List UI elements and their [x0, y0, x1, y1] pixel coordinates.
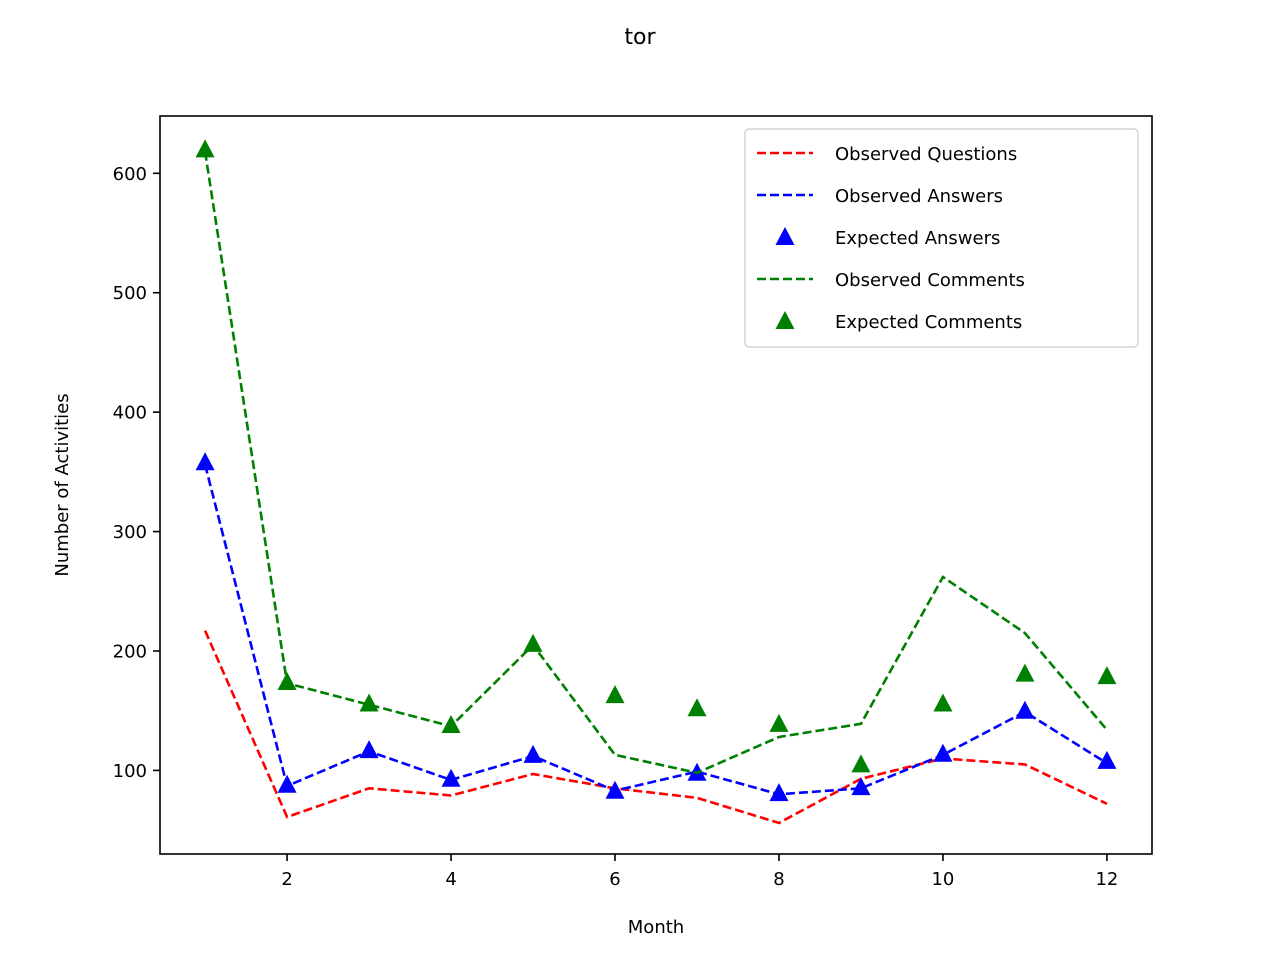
legend-label-observed-questions: Observed Questions: [835, 144, 1017, 165]
data-point-expected-answers: [769, 783, 789, 802]
y-tick-label: 600: [113, 164, 147, 185]
x-tick-label: 8: [773, 869, 784, 890]
chart-title: tor: [624, 25, 656, 50]
data-point-expected-answers: [851, 777, 871, 796]
data-point-expected-comments: [441, 715, 461, 734]
data-point-expected-comments: [769, 713, 789, 732]
plot-area: [195, 139, 1117, 825]
x-tick-label: 10: [931, 869, 954, 890]
legend-label-observed-comments: Observed Comments: [835, 270, 1025, 291]
legend-label-observed-answers: Observed Answers: [835, 186, 1003, 207]
legend: Observed Questions Observed Answers Expect…: [744, 128, 1139, 348]
data-point-expected-answers: [1097, 750, 1117, 769]
series-line-observed-answers: [203, 464, 1108, 796]
legend-box: [744, 128, 1139, 348]
data-point-expected-comments: [195, 139, 215, 158]
legend-label-expected-answers: Expected Answers: [835, 228, 1000, 249]
x-tick-label: 2: [281, 869, 292, 890]
data-point-expected-comments: [523, 633, 543, 652]
data-point-expected-comments: [687, 698, 707, 717]
data-point-expected-answers: [195, 452, 215, 471]
series-line-observed-questions: [203, 630, 1108, 825]
data-point-expected-answers: [933, 743, 953, 762]
legend-swatch-expected-answers: [775, 227, 795, 245]
data-point-expected-answers: [359, 740, 379, 759]
plot-frame: [159, 115, 1153, 855]
axes: 2 4 6 8 10 12 100 200 300 400 500 600: [113, 115, 1153, 890]
data-point-expected-answers: [441, 768, 461, 787]
x-tick-label: 6: [609, 869, 620, 890]
plot-clip-group: [195, 139, 1117, 825]
data-point-expected-comments: [605, 685, 625, 704]
data-point-expected-comments: [1015, 663, 1035, 682]
legend-swatch-expected-comments: [775, 311, 795, 329]
data-point-expected-comments: [851, 754, 871, 773]
y-tick-label: 100: [113, 761, 147, 782]
data-point-expected-comments: [359, 693, 379, 712]
y-tick-label: 500: [113, 283, 147, 304]
data-point-expected-comments: [1097, 666, 1117, 685]
x-tick-label: 12: [1095, 869, 1118, 890]
series-line-observed-comments: [203, 151, 1108, 775]
data-point-expected-answers: [1015, 700, 1035, 719]
y-tick-label: 400: [113, 403, 147, 424]
data-point-expected-answers: [605, 780, 625, 799]
y-axis-label: Number of Activities: [52, 393, 73, 576]
y-tick-label: 200: [113, 641, 147, 662]
x-axis-label: Month: [628, 917, 684, 938]
legend-label-expected-comments: Expected Comments: [835, 312, 1022, 333]
y-tick-label: 300: [113, 522, 147, 543]
data-point-expected-answers: [523, 744, 543, 763]
data-point-expected-comments: [277, 672, 297, 691]
data-point-expected-comments: [933, 693, 953, 712]
data-point-expected-answers: [277, 774, 297, 793]
x-tick-label: 4: [445, 869, 456, 890]
